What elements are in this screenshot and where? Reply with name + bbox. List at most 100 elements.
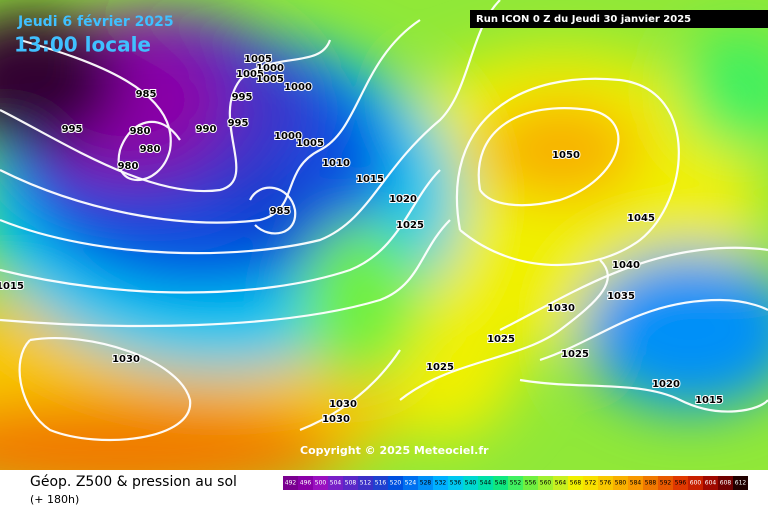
isobar-label: 1000 bbox=[256, 63, 284, 74]
isobar-label: 1025 bbox=[396, 220, 424, 231]
isobar-label: 1015 bbox=[356, 174, 384, 185]
isobar-label: 1030 bbox=[547, 303, 575, 314]
legend-swatch bbox=[733, 476, 748, 490]
isobar-label: 1025 bbox=[426, 362, 454, 373]
legend-swatch bbox=[328, 476, 343, 490]
isobar-label: 1030 bbox=[112, 354, 140, 365]
isobar-label: 1045 bbox=[627, 213, 655, 224]
legend-value: 608 bbox=[720, 480, 732, 487]
isobar-label: 985 bbox=[136, 89, 157, 100]
legend-value: 528 bbox=[420, 480, 432, 487]
legend-value: 564 bbox=[555, 480, 567, 487]
legend-swatch bbox=[688, 476, 703, 490]
legend-swatch bbox=[613, 476, 628, 490]
run-box bbox=[470, 10, 768, 28]
isobars bbox=[0, 0, 768, 442]
legend-value: 596 bbox=[675, 480, 687, 487]
legend-swatch bbox=[418, 476, 433, 490]
forecast-time: 13:00 locale bbox=[14, 33, 151, 57]
legend-swatch bbox=[283, 476, 298, 490]
copyright: Copyright © 2025 Meteociel.fr bbox=[300, 444, 489, 457]
legend-value: 592 bbox=[660, 480, 672, 487]
legend-value: 572 bbox=[585, 480, 597, 487]
legend-swatch bbox=[358, 476, 373, 490]
forecast-date: Jeudi 6 février 2025 bbox=[17, 14, 174, 30]
legend-value: 544 bbox=[480, 480, 492, 487]
isobar-label: 980 bbox=[118, 161, 139, 172]
legend-swatch bbox=[388, 476, 403, 490]
isobar-label: 1035 bbox=[607, 291, 635, 302]
legend-value: 524 bbox=[405, 480, 417, 487]
isobar-label: 985 bbox=[270, 206, 291, 217]
legend-value: 496 bbox=[300, 480, 312, 487]
legend-swatch bbox=[478, 476, 493, 490]
isobar-label: 1005 bbox=[236, 69, 264, 80]
footer-subtitle: (+ 180h) bbox=[30, 493, 79, 506]
isobar-label: 1050 bbox=[552, 150, 580, 161]
footer-title: Géop. Z500 & pression au sol bbox=[30, 474, 237, 490]
legend-value: 584 bbox=[630, 480, 642, 487]
isobar-label: 995 bbox=[62, 124, 83, 135]
legend-swatch bbox=[553, 476, 568, 490]
legend-value: 508 bbox=[345, 480, 357, 487]
legend-value: 588 bbox=[645, 480, 657, 487]
isobar-label: 1030 bbox=[322, 414, 350, 425]
isobar-label: 980 bbox=[130, 126, 151, 137]
isobar-label: 1000 bbox=[284, 82, 312, 93]
legend-value: 556 bbox=[525, 480, 537, 487]
isobar-label: 1000 bbox=[274, 131, 302, 142]
legend-swatch bbox=[628, 476, 643, 490]
isobar-label: 1030 bbox=[329, 399, 357, 410]
legend-value: 568 bbox=[570, 480, 582, 487]
isobar-label: 1005 bbox=[244, 54, 272, 65]
legend-swatch bbox=[658, 476, 673, 490]
legend-swatch bbox=[703, 476, 718, 490]
legend-value: 516 bbox=[375, 480, 387, 487]
legend-swatch bbox=[523, 476, 538, 490]
isobar-label: 995 bbox=[228, 118, 249, 129]
legend-swatch bbox=[508, 476, 523, 490]
isobar-label: 1025 bbox=[487, 334, 515, 345]
legend-value: 504 bbox=[330, 480, 342, 487]
legend-swatch bbox=[403, 476, 418, 490]
legend-swatch bbox=[298, 476, 313, 490]
isobar-label: 1040 bbox=[612, 260, 640, 271]
run-info: Run ICON 0 Z du Jeudi 30 janvier 2025 bbox=[476, 14, 691, 25]
legend-swatch bbox=[343, 476, 358, 490]
isobar-label: 990 bbox=[196, 124, 217, 135]
legend-swatch bbox=[718, 476, 733, 490]
isobar-label: 1015 bbox=[0, 281, 24, 292]
legend-swatch bbox=[583, 476, 598, 490]
legend-value: 600 bbox=[690, 480, 702, 487]
isobar-label: 1020 bbox=[652, 379, 680, 390]
isobar-label: 980 bbox=[140, 144, 161, 155]
legend-swatch bbox=[448, 476, 463, 490]
legend-swatch bbox=[673, 476, 688, 490]
legend-swatch bbox=[538, 476, 553, 490]
isobar-label: 1010 bbox=[322, 158, 350, 169]
isobar-label: 1020 bbox=[389, 194, 417, 205]
legend-swatch bbox=[463, 476, 478, 490]
legend-swatch bbox=[373, 476, 388, 490]
legend-value: 492 bbox=[285, 480, 297, 487]
legend-value: 560 bbox=[540, 480, 552, 487]
color-legend: 492 496 500 504 508 512 516 520 524 528 532 536 540 5… bbox=[283, 476, 748, 490]
legend-swatch bbox=[598, 476, 613, 490]
legend-swatch bbox=[433, 476, 448, 490]
legend-value: 548 bbox=[495, 480, 507, 487]
isobar-label: 995 bbox=[232, 92, 253, 103]
legend-swatch bbox=[643, 476, 658, 490]
isobar-label: 1015 bbox=[695, 395, 723, 406]
isobar-label: 1005 bbox=[296, 138, 324, 149]
legend-value: 612 bbox=[735, 480, 747, 487]
legend-value: 580 bbox=[615, 480, 627, 487]
legend-value: 576 bbox=[600, 480, 612, 487]
isobar-label: 1005 bbox=[256, 74, 284, 85]
legend-value: 500 bbox=[315, 480, 327, 487]
isobar-label: 1025 bbox=[561, 349, 589, 360]
legend-value: 532 bbox=[435, 480, 447, 487]
legend-swatch bbox=[493, 476, 508, 490]
